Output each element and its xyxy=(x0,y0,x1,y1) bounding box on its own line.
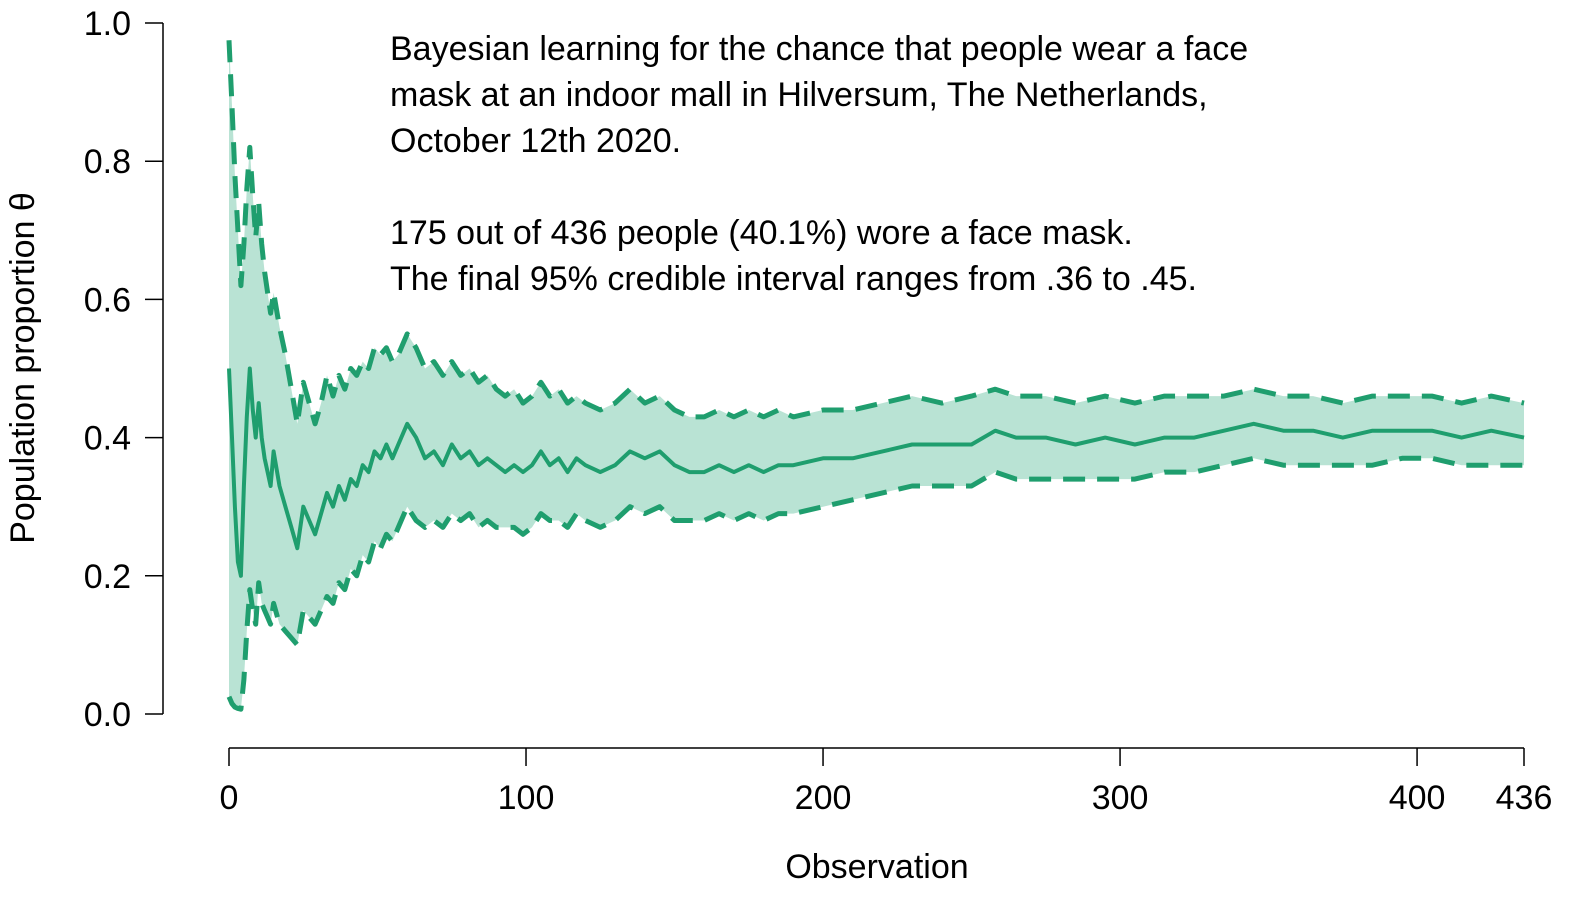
annotation-line: October 12th 2020. xyxy=(390,122,681,160)
x-tick-label: 436 xyxy=(1496,779,1553,817)
y-tick-label: 0.0 xyxy=(84,696,131,734)
annotation-line: 175 out of 436 people (40.1%) wore a fac… xyxy=(390,214,1133,252)
annotation-line: Bayesian learning for the chance that pe… xyxy=(390,30,1248,68)
y-tick-label: 0.8 xyxy=(84,143,131,181)
y-tick-label: 0.4 xyxy=(84,420,131,458)
series-lines xyxy=(226,40,1525,712)
y-tick-label: 0.6 xyxy=(84,281,131,319)
y-axis-title: Population proportion θ xyxy=(4,192,42,544)
x-tick-label: 400 xyxy=(1389,779,1446,817)
axes: 0.0 0.2 0.4 0.6 0.8 1.0 0 100 200 300 400 436 xyxy=(84,5,1553,817)
upper-bound-line xyxy=(226,40,1525,427)
x-axis-title: Observation xyxy=(785,848,968,886)
annotation: Bayesian learning for the chance that pe… xyxy=(390,30,1248,298)
x-tick-label: 100 xyxy=(498,779,555,817)
annotation-line: The final 95% credible interval ranges f… xyxy=(390,260,1197,298)
x-tick-label: 300 xyxy=(1092,779,1149,817)
lower-bound-line xyxy=(226,455,1524,712)
y-tick-label: 1.0 xyxy=(84,5,131,43)
x-tick-label: 0 xyxy=(220,779,239,817)
annotation-line: mask at an indoor mall in Hilversum, The… xyxy=(390,76,1208,114)
x-tick-label: 200 xyxy=(795,779,852,817)
y-tick-label: 0.2 xyxy=(84,558,131,596)
posterior-mean-line xyxy=(227,366,1525,578)
